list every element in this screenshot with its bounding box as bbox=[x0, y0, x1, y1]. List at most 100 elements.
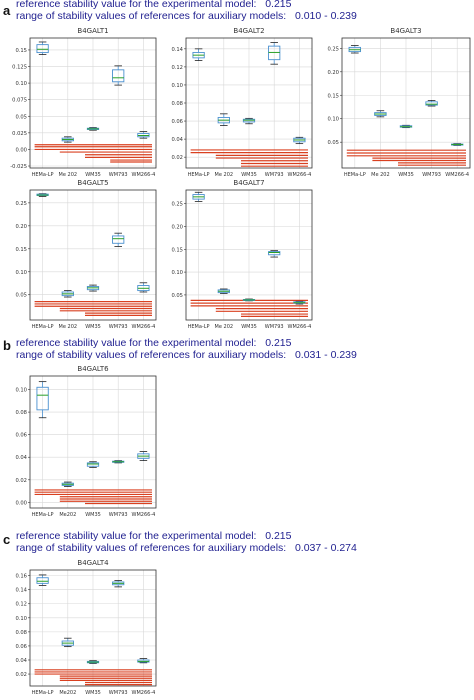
section-a-label: a bbox=[3, 3, 11, 18]
box bbox=[36, 577, 49, 584]
chart-title: B4GALT6 bbox=[77, 365, 109, 373]
x-tick-label: HEMa-LP bbox=[344, 172, 366, 178]
x-tick-label: HEMa-LP bbox=[32, 172, 54, 178]
x-tick-label: WM266-4 bbox=[132, 172, 156, 178]
y-tick-label: 0.15 bbox=[15, 247, 27, 253]
plot-frame bbox=[29, 569, 157, 687]
chart-title: B4GALT1 bbox=[77, 27, 108, 35]
x-tick-label: WM793 bbox=[109, 172, 128, 178]
x-tick-label: HEMa-LP bbox=[32, 512, 54, 518]
box bbox=[86, 462, 100, 467]
y-tick-label: 0.20 bbox=[171, 224, 183, 230]
y-tick-label: 0.15 bbox=[327, 93, 339, 99]
section-c-line1: reference stability value for the experi… bbox=[16, 530, 292, 542]
box bbox=[36, 386, 49, 411]
y-tick-label: 0.16 bbox=[15, 574, 27, 580]
y-tick-label: 0.04 bbox=[15, 455, 27, 461]
y-tick-label: 0.15 bbox=[171, 247, 183, 253]
section-b-line1: reference stability value for the experi… bbox=[16, 337, 292, 349]
x-tick-label: WM793 bbox=[109, 690, 128, 696]
plot-frame bbox=[29, 189, 157, 321]
y-tick-label: 0.02 bbox=[15, 672, 27, 678]
y-tick-label: 0.00 bbox=[15, 147, 27, 153]
y-tick-label: 0.12 bbox=[171, 65, 183, 71]
plot-frame bbox=[29, 37, 157, 169]
plot-frame bbox=[341, 37, 471, 169]
y-tick-label: 0.10 bbox=[171, 83, 183, 89]
x-tick-label: WM793 bbox=[109, 324, 128, 330]
y-tick-label: -0.025 bbox=[10, 164, 27, 170]
x-tick-label: WM793 bbox=[109, 512, 128, 518]
y-tick-label: 0.25 bbox=[327, 46, 339, 52]
x-tick-label: WM35 bbox=[398, 172, 414, 178]
box bbox=[36, 44, 49, 54]
y-tick-label: 0.04 bbox=[15, 658, 27, 664]
chart-b4galt3: B4GALT3 0.05 0.10 0.15 0.20 0.25 HEMa-LP Me 202… bbox=[327, 27, 471, 178]
y-tick-label: 0.05 bbox=[15, 114, 27, 120]
x-tick-label: WM266-4 bbox=[132, 690, 156, 696]
plot-frame bbox=[185, 37, 313, 169]
x-tick-label: WM266-4 bbox=[132, 512, 156, 518]
x-tick-label: WM35 bbox=[85, 324, 101, 330]
section-c-line2: range of stability values of references … bbox=[16, 542, 357, 554]
y-tick-label: 0.25 bbox=[171, 202, 183, 208]
y-tick-label: 0.04 bbox=[171, 137, 183, 143]
box bbox=[112, 69, 125, 83]
box bbox=[425, 101, 438, 106]
y-tick-label: 0.075 bbox=[12, 98, 27, 104]
chart-b4galt7: B4GALT7 0.05 0.10 0.15 0.20 0.25 HEMa-LP Me 202… bbox=[171, 179, 313, 330]
x-tick-label: Me 202 bbox=[59, 172, 78, 178]
y-tick-label: 0.10 bbox=[15, 270, 27, 276]
chart-b4galt4: B4GALT4 0.02 0.04 0.06 0.08 0.10 0.12 0.14 0.16 H… bbox=[15, 559, 157, 696]
y-tick-label: 0.02 bbox=[171, 155, 183, 161]
y-tick-label: 0.06 bbox=[171, 119, 183, 125]
x-tick-label: WM35 bbox=[85, 690, 101, 696]
y-tick-label: 0.10 bbox=[15, 81, 27, 87]
x-tick-label: WM35 bbox=[85, 512, 101, 518]
chart-b4galt6: B4GALT6 0.00 0.02 0.04 0.06 0.08 0.10 HEMa-LP Me… bbox=[15, 365, 157, 518]
x-tick-label: Me 202 bbox=[215, 172, 234, 178]
chart-title: B4GALT5 bbox=[77, 179, 108, 187]
x-tick-label: WM35 bbox=[85, 172, 101, 178]
x-tick-label: Me 202 bbox=[215, 324, 234, 330]
x-tick-label: Me 202 bbox=[371, 172, 390, 178]
y-tick-label: 0.12 bbox=[15, 602, 27, 608]
x-tick-label: WM266-4 bbox=[132, 324, 156, 330]
x-tick-label: Me 202 bbox=[59, 324, 78, 330]
y-tick-label: 0.06 bbox=[15, 644, 27, 650]
y-tick-label: 0.02 bbox=[15, 478, 27, 484]
x-tick-label: WM793 bbox=[422, 172, 441, 178]
y-tick-label: 0.06 bbox=[15, 433, 27, 439]
y-tick-label: 0.125 bbox=[12, 65, 27, 71]
y-tick-label: 0.08 bbox=[15, 630, 27, 636]
y-tick-label: 0.08 bbox=[15, 410, 27, 416]
chart-title: B4GALT7 bbox=[233, 179, 264, 187]
x-tick-label: HEMa-LP bbox=[32, 324, 54, 330]
chart-title: B4GALT4 bbox=[77, 559, 109, 567]
chart-b4galt1: B4GALT1 -0.025 0.00 0.025 0.05 0.075 0.10 0.125… bbox=[10, 27, 157, 178]
y-tick-label: 0.05 bbox=[171, 293, 183, 299]
plot-frame bbox=[29, 375, 157, 509]
x-tick-label: WM266-4 bbox=[288, 172, 312, 178]
box bbox=[268, 251, 281, 256]
x-tick-label: WM266-4 bbox=[445, 172, 469, 178]
x-tick-label: Me202 bbox=[59, 512, 76, 518]
chart-b4galt2: B4GALT2 0.02 0.04 0.06 0.08 0.10 0.12 0.14 HEMa-… bbox=[171, 27, 313, 178]
chart-title: B4GALT2 bbox=[233, 27, 264, 35]
x-tick-label: WM793 bbox=[265, 324, 284, 330]
box bbox=[192, 51, 205, 59]
x-tick-label: HEMa-LP bbox=[32, 690, 54, 696]
y-tick-label: 0.10 bbox=[15, 616, 27, 622]
y-tick-label: 0.10 bbox=[15, 388, 27, 394]
y-tick-label: 0.025 bbox=[12, 131, 27, 137]
x-tick-label: HEMa-LP bbox=[188, 172, 210, 178]
y-tick-label: 0.05 bbox=[15, 293, 27, 299]
x-tick-label: WM266-4 bbox=[288, 324, 312, 330]
y-tick-label: 0.10 bbox=[171, 270, 183, 276]
section-a-line1: reference stability value for the experi… bbox=[16, 0, 292, 10]
x-tick-label: Me202 bbox=[59, 690, 76, 696]
section-b-line2: range of stability values of references … bbox=[16, 349, 357, 361]
y-tick-label: 0.15 bbox=[15, 48, 27, 54]
x-tick-label: HEMa-LP bbox=[188, 324, 210, 330]
y-tick-label: 0.20 bbox=[15, 224, 27, 230]
